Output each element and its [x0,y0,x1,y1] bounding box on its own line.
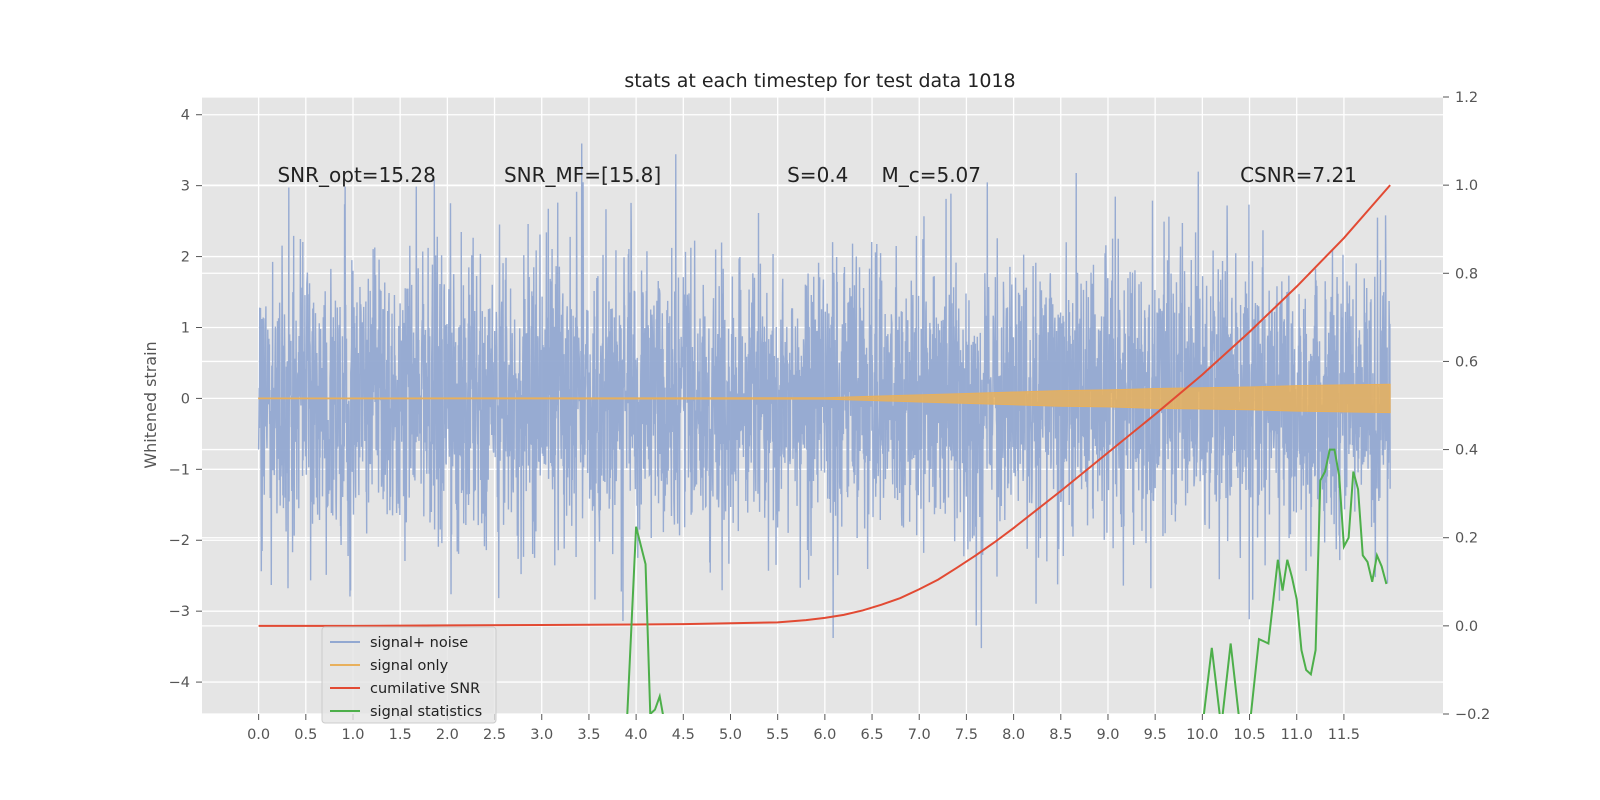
x-tick-label: 5.0 [719,727,742,743]
annotation: S=0.4 [787,163,848,187]
x-tick-label: 8.5 [1049,727,1072,743]
y-tick-label: 2 [181,250,190,266]
series-cumulative-snr [258,184,1391,627]
x-tick-label: 10.5 [1233,727,1265,743]
x-tick-label: 3.0 [530,727,553,743]
annotation: CSNR=7.21 [1240,163,1357,187]
series-signal-plus-noise [257,143,1391,649]
legend-label: signal+ noise [370,635,468,651]
x-tick-label: 8.0 [1002,727,1025,743]
y-tick-label: −3 [169,604,190,620]
x-tick-label: 4.5 [672,727,695,743]
y2-tick-label: 1.0 [1455,178,1478,194]
x-tick-label: 6.5 [861,727,884,743]
x-tick-label: 1.5 [389,727,412,743]
y2-tick-label: 0.0 [1455,619,1478,635]
x-tick-label: 11.5 [1328,727,1360,743]
y-tick-label: −2 [169,533,190,549]
annotation: M_c=5.07 [881,163,981,187]
y2-tick-label: 0.6 [1455,354,1478,370]
x-tick-label: 0.0 [247,727,270,743]
y2-tick-label: 1.2 [1455,90,1478,106]
chart-title: stats at each timestep for test data 101… [624,70,1015,92]
annotation: SNR_opt=15.28 [277,163,435,187]
x-tick-label: 2.0 [436,727,459,743]
x-tick-label: 3.5 [577,727,600,743]
legend-label: signal statistics [370,704,482,720]
y2-tick-label: 0.8 [1455,266,1478,282]
y-tick-label: 4 [181,108,190,124]
y-tick-label: −1 [169,462,190,478]
legend-label: signal only [370,658,449,674]
x-tick-label: 9.0 [1096,727,1119,743]
x-tick-label: 5.5 [766,727,789,743]
plot-data [257,143,1391,714]
annotation: SNR_MF=[15.8] [504,163,661,187]
series-signal-statistics [626,448,1388,714]
x-tick-label: 4.0 [625,727,648,743]
y2-tick-label: −0.2 [1455,707,1490,723]
x-tick-label: 0.5 [294,727,317,743]
legend-label: cumilative SNR [370,681,480,697]
x-tick-label: 1.0 [341,727,364,743]
y-tick-label: 0 [181,391,190,407]
y2-tick-label: 0.4 [1455,443,1478,459]
y-tick-label: 1 [181,320,190,336]
series-signal-only [258,383,1391,414]
x-tick-label: 2.5 [483,727,506,743]
annotations: SNR_opt=15.28 SNR_MF=[15.8] S=0.4 M_c=5.07 C… [277,163,1356,187]
y-tick-label: 3 [181,179,190,195]
legend-box [321,626,497,724]
y-tick-label: −4 [169,675,190,691]
y-axis-label: Whitened strain [141,341,160,468]
legend: signal+ noise signal only cumilative SNR si… [321,626,497,724]
x-tick-label: 6.0 [813,727,836,743]
y2-tick-label: 0.2 [1455,531,1478,547]
axes: 0.0 0.5 1.0 1.5 2.0 2.5 3.0 3.5 4.0 4.5 5.0 5.5 6.0 6… [169,90,1491,743]
x-tick-label: 7.0 [908,727,931,743]
x-tick-label: 7.5 [955,727,978,743]
x-tick-label: 10.0 [1186,727,1218,743]
x-tick-label: 9.5 [1144,727,1167,743]
x-tick-label: 11.0 [1281,727,1313,743]
